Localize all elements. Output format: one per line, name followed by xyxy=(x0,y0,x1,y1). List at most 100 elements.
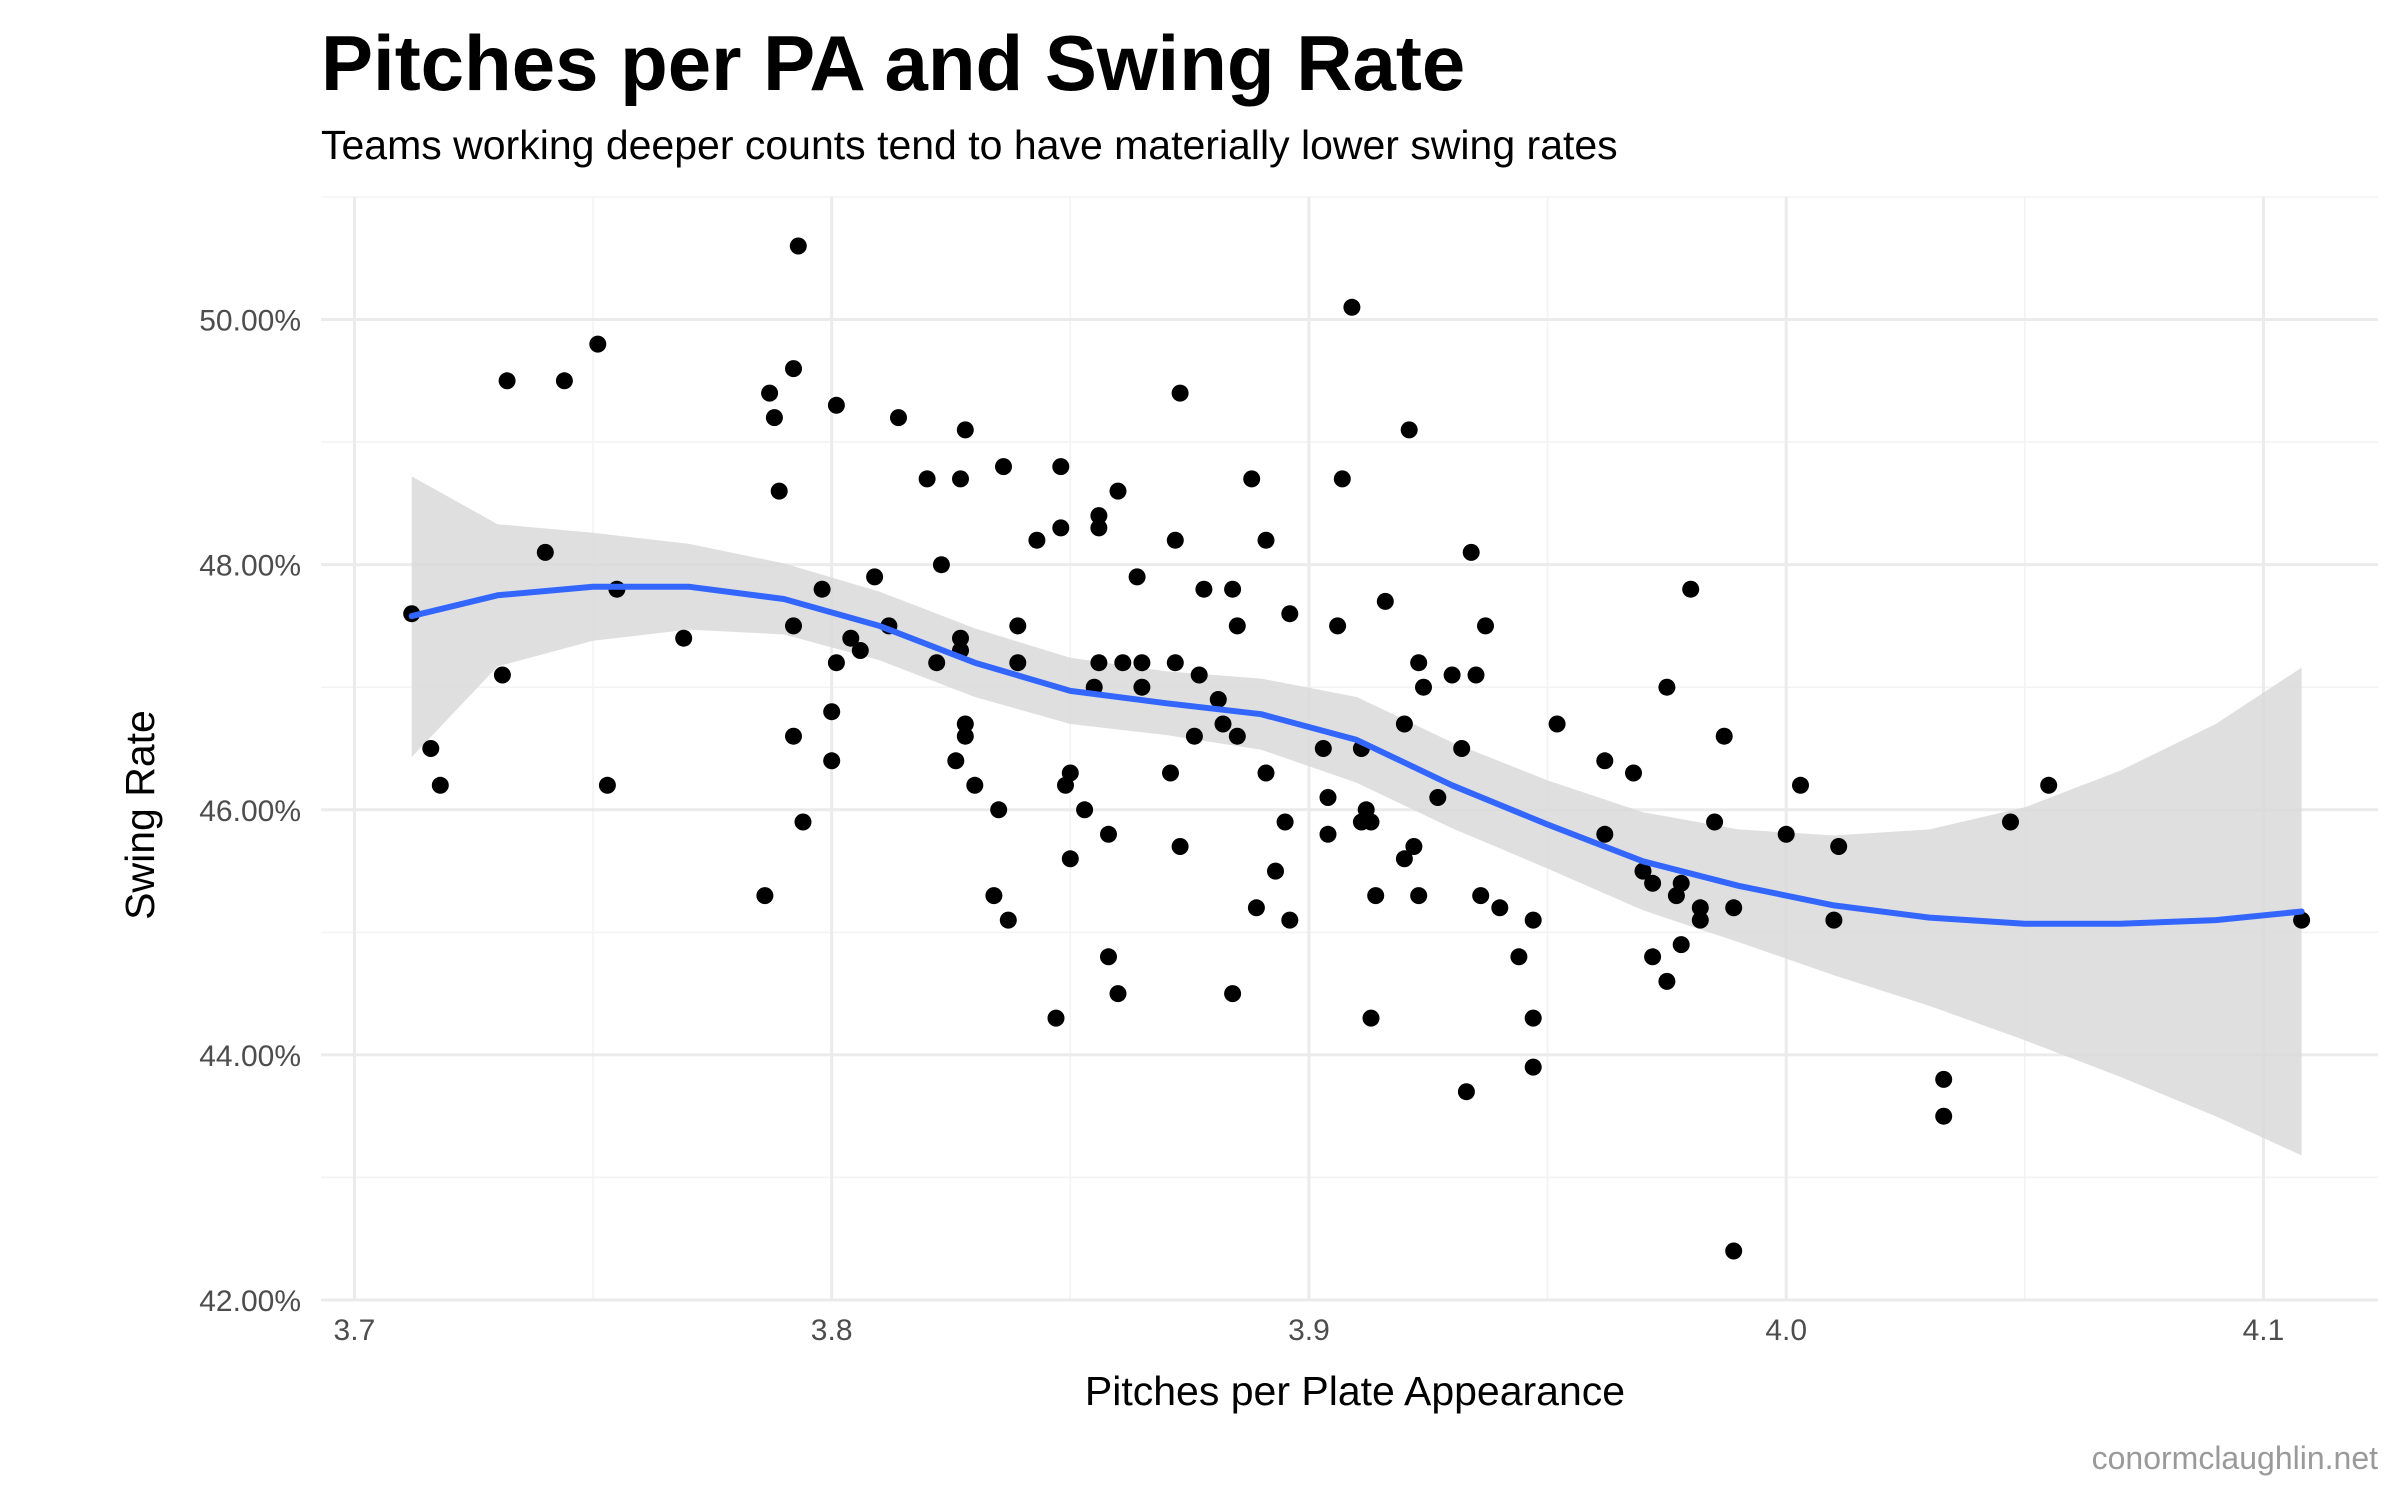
y-tick-label: 48.00% xyxy=(199,550,301,583)
data-point xyxy=(1935,1107,1953,1125)
data-point xyxy=(1715,727,1733,745)
data-point xyxy=(589,335,607,353)
data-point xyxy=(813,580,831,598)
data-point xyxy=(1376,592,1394,610)
data-point xyxy=(1410,654,1428,672)
data-point xyxy=(1395,850,1413,868)
y-axis-title: Swing Rate xyxy=(117,710,163,920)
x-tick-label: 3.8 xyxy=(811,1314,853,1347)
x-tick-label: 3.9 xyxy=(1288,1314,1330,1347)
confidence-band xyxy=(411,476,2302,1156)
data-point xyxy=(1443,666,1461,684)
data-point xyxy=(827,654,845,672)
data-point xyxy=(1672,874,1690,892)
data-point xyxy=(1329,617,1347,635)
data-point xyxy=(1319,825,1337,843)
data-point xyxy=(1133,654,1151,672)
data-point xyxy=(1314,740,1332,757)
data-point xyxy=(1090,507,1108,525)
data-point xyxy=(1333,470,1351,488)
data-point xyxy=(1457,1083,1475,1101)
data-point xyxy=(999,911,1017,929)
data-point xyxy=(1548,715,1566,733)
data-point xyxy=(1209,691,1227,708)
data-point xyxy=(785,360,802,378)
y-tick-label: 50.00% xyxy=(199,305,301,338)
data-point xyxy=(890,409,907,427)
data-point xyxy=(1400,421,1418,439)
data-point xyxy=(1185,727,1203,745)
data-point xyxy=(761,384,779,402)
data-point xyxy=(851,642,869,659)
y-tick-label: 42.00% xyxy=(199,1285,301,1318)
data-point xyxy=(1162,764,1179,782)
data-point xyxy=(1625,764,1642,782)
data-point xyxy=(1429,789,1447,806)
x-tick-label: 3.7 xyxy=(334,1314,376,1347)
data-point xyxy=(1195,580,1213,598)
data-point xyxy=(1166,531,1184,549)
data-point xyxy=(1658,678,1676,696)
y-tick-label: 46.00% xyxy=(199,795,301,828)
data-point xyxy=(1343,298,1361,316)
chart-title: Pitches per PA and Swing Rate xyxy=(321,19,1465,107)
data-point xyxy=(1257,764,1275,782)
loess-fit-line xyxy=(408,583,2305,927)
data-point xyxy=(1267,862,1284,880)
data-point xyxy=(1725,1242,1743,1260)
chart-caption: conormclaughlin.net xyxy=(2092,1440,2379,1476)
data-point xyxy=(1009,654,1027,672)
data-point xyxy=(765,409,783,427)
data-point xyxy=(1644,948,1662,966)
data-point xyxy=(1644,874,1662,892)
data-point xyxy=(1725,899,1743,917)
y-axis: 42.00% 44.00% 46.00% 48.00% 50.00% xyxy=(199,305,301,1318)
data-point xyxy=(1777,825,1795,843)
data-point xyxy=(1691,911,1709,929)
data-point xyxy=(1524,911,1542,929)
data-point xyxy=(1510,948,1528,966)
data-point xyxy=(1114,654,1132,672)
data-point xyxy=(2002,813,2019,831)
data-point xyxy=(1061,850,1079,868)
x-tick-label: 4.0 xyxy=(1765,1314,1807,1347)
data-point xyxy=(498,372,516,390)
data-point xyxy=(1658,972,1676,990)
data-point xyxy=(675,629,693,647)
data-point xyxy=(1009,617,1027,635)
data-point xyxy=(918,470,936,488)
data-point xyxy=(1276,813,1294,831)
data-point xyxy=(990,801,1008,819)
data-point xyxy=(1395,715,1413,733)
data-point xyxy=(1405,838,1423,855)
data-point xyxy=(1462,543,1480,561)
data-point xyxy=(756,887,774,905)
data-point xyxy=(1100,948,1117,966)
data-points xyxy=(403,237,2311,1260)
data-point xyxy=(956,715,974,733)
data-point xyxy=(1362,813,1380,831)
data-point xyxy=(866,568,884,586)
data-point xyxy=(1830,838,1848,855)
data-point xyxy=(827,396,845,414)
data-point xyxy=(1682,580,1700,598)
data-point xyxy=(952,470,969,488)
data-point xyxy=(1367,887,1385,905)
data-point xyxy=(823,752,841,770)
y-tick-label: 44.00% xyxy=(199,1040,301,1073)
data-point xyxy=(1090,519,1108,537)
data-point xyxy=(1691,899,1709,917)
data-point xyxy=(1052,519,1070,537)
data-point xyxy=(1061,764,1079,782)
data-point xyxy=(842,629,860,647)
data-point xyxy=(1477,617,1494,635)
data-point xyxy=(1028,531,1046,549)
data-point xyxy=(1171,384,1189,402)
data-point xyxy=(1281,605,1299,623)
data-point xyxy=(1825,911,1843,929)
data-point xyxy=(1190,666,1208,684)
data-point xyxy=(1047,1009,1065,1027)
data-point xyxy=(1090,654,1108,672)
data-point xyxy=(1257,531,1275,549)
data-point xyxy=(493,666,511,684)
